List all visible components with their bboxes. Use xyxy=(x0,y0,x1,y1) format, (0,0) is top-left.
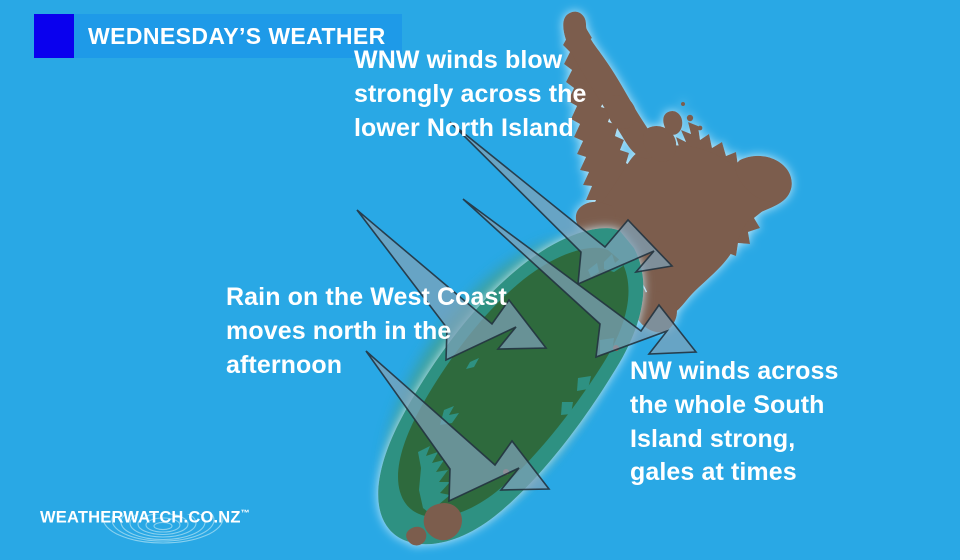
header-title-bar: WEDNESDAY’S WEATHER xyxy=(74,14,402,58)
weatherwatch-logo[interactable]: WEATHERWATCH.CO.NZ™ xyxy=(40,502,290,552)
annotation-west-coast-rain: Rain on the West Coast moves north in th… xyxy=(226,283,507,379)
trademark-symbol: ™ xyxy=(240,508,250,518)
logo-wordmark: WEATHERWATCH.CO.NZ xyxy=(40,508,241,527)
nw-wind-arrow-upper-south-island xyxy=(356,209,548,362)
page-title: WEDNESDAY’S WEATHER xyxy=(88,22,386,49)
logo-text: WEATHERWATCH.CO.NZ™ xyxy=(40,508,250,528)
north-island xyxy=(563,11,792,333)
nw-wind-arrow-lower-south-island xyxy=(365,350,551,503)
annotation-north-island-wind: WNW winds blow strongly across the lower… xyxy=(354,46,587,142)
nw-wind-arrow-cook-strait xyxy=(462,198,698,359)
ripple-icon xyxy=(102,514,224,544)
header-accent-square xyxy=(34,14,74,58)
annotation-south-island-wind: NW winds across the whole South Island s… xyxy=(630,357,839,487)
wind-arrows xyxy=(356,121,698,503)
header-banner: WEDNESDAY’S WEATHER xyxy=(34,14,402,58)
wnw-wind-arrow-north-island xyxy=(449,121,674,286)
